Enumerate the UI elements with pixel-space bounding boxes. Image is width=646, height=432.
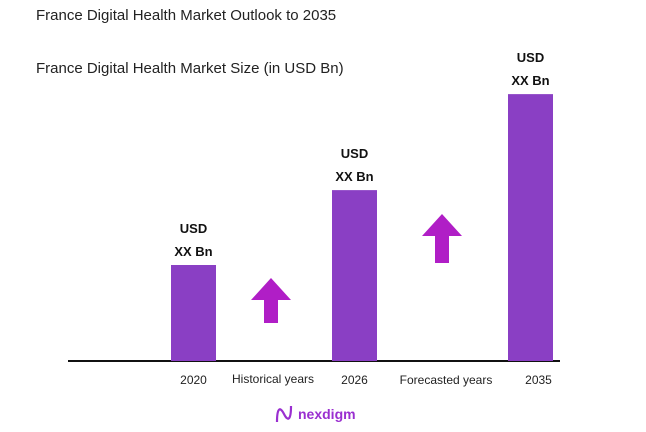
x-tick-label: 2026 xyxy=(341,373,368,387)
data-label-line1: USD xyxy=(517,50,544,65)
chart-title: France Digital Health Market Outlook to … xyxy=(36,7,337,24)
bar-2026 xyxy=(332,190,377,361)
period-label-historical: Historical years xyxy=(232,372,314,386)
growth-arrow-up-icon xyxy=(251,278,291,323)
nexdigm-logo: nexdigm xyxy=(274,404,356,424)
data-label-line2: XX Bn xyxy=(511,73,549,88)
data-label-line1: USD xyxy=(180,221,207,236)
logo-icon xyxy=(275,405,293,423)
data-label-line2: XX Bn xyxy=(174,244,212,259)
data-label-line1: USD xyxy=(341,146,368,161)
data-label-line2: XX Bn xyxy=(335,169,373,184)
growth-arrow-up-icon xyxy=(422,214,462,263)
bar-2020 xyxy=(171,265,216,361)
logo-text: nexdigm xyxy=(298,406,356,422)
x-tick-label: 2035 xyxy=(525,373,552,387)
chart-subtitle: France Digital Health Market Size (in US… xyxy=(36,60,344,77)
period-label-forecast: Forecasted years xyxy=(400,373,493,387)
x-tick-label: 2020 xyxy=(180,373,207,387)
bar-2035 xyxy=(508,94,553,362)
